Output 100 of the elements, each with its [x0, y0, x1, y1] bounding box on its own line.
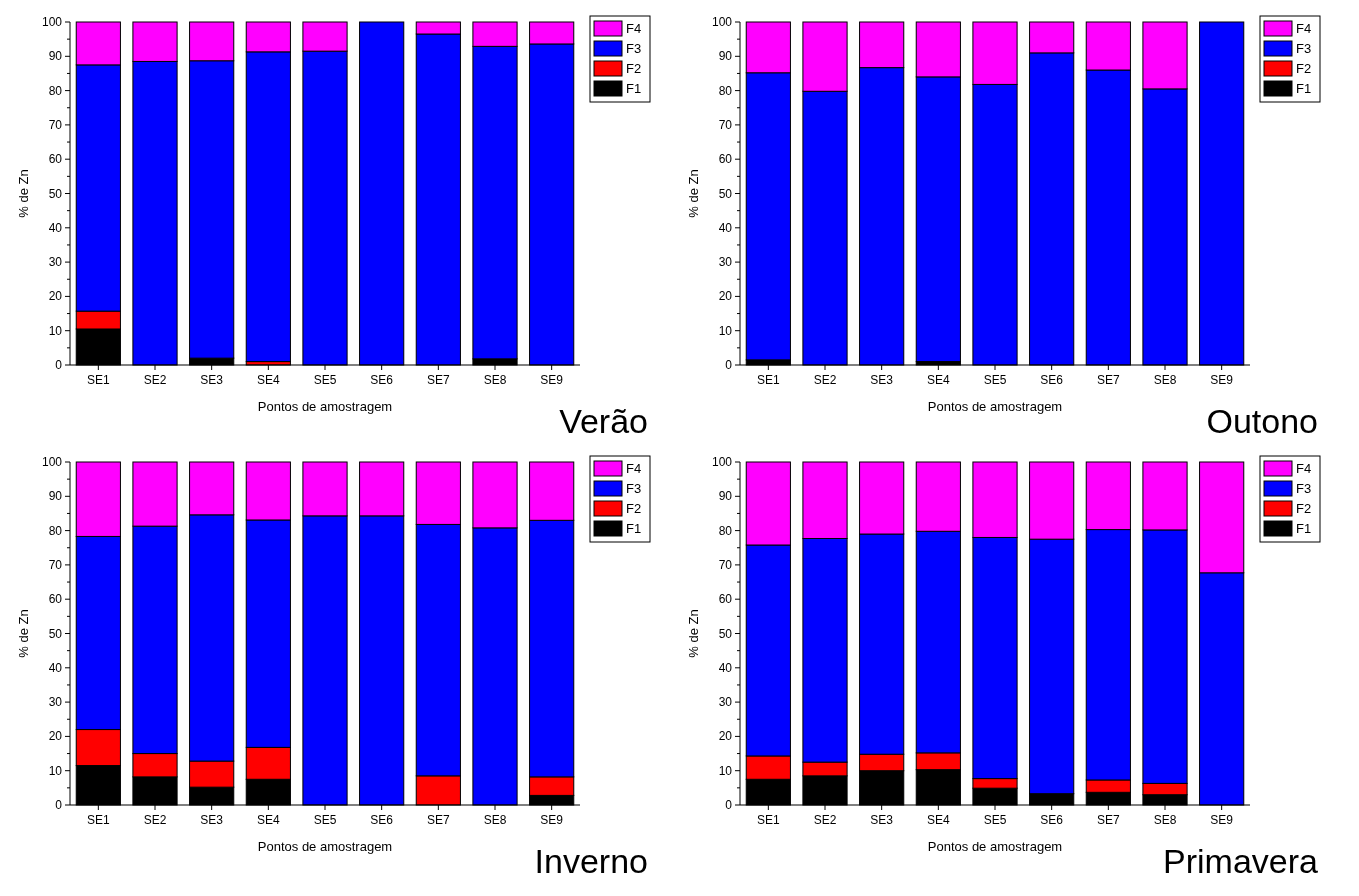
y-tick-label: 0	[725, 798, 733, 812]
y-tick-label: 70	[718, 557, 733, 572]
x-tick-label: SE2	[143, 373, 167, 387]
x-tick-label: SE4	[926, 813, 950, 827]
x-tick-label: SE5	[313, 373, 337, 387]
legend-label: F1	[1296, 521, 1312, 536]
y-tick-label: 40	[48, 660, 63, 675]
x-tick-label: SE5	[983, 373, 1007, 387]
y-tick-label: 80	[718, 523, 733, 538]
y-tick-label: 90	[48, 49, 63, 64]
y-tick-label: 40	[718, 220, 733, 235]
legend-label: F1	[1296, 81, 1312, 96]
text: Verão	[559, 402, 648, 440]
y-tick-label: 100	[711, 455, 733, 469]
x-tick-label: SE3	[870, 813, 894, 827]
y-tick-label: 60	[718, 152, 733, 167]
y-tick-label: 30	[718, 695, 733, 710]
legend-label: F3	[626, 481, 642, 496]
y-axis-title: % de Zn	[686, 609, 701, 658]
x-axis-title: Pontos de amostragem	[257, 399, 393, 414]
x-tick-label: SE8	[483, 373, 507, 387]
y-tick-label: 10	[48, 323, 63, 338]
legend-label: F4	[626, 21, 642, 36]
x-tick-label: SE2	[143, 813, 167, 827]
y-axis-title: % de Zn	[16, 169, 31, 218]
y-tick-label: 20	[718, 729, 733, 744]
legend-label: F2	[626, 61, 642, 76]
y-axis-title: % de Zn	[16, 609, 31, 658]
x-tick-label: SE9	[540, 813, 564, 827]
legend-label: F1	[626, 81, 642, 96]
y-tick-label: 60	[48, 592, 63, 607]
x-tick-label: SE6	[1040, 373, 1064, 387]
text: Outono	[1206, 402, 1318, 440]
y-tick-label: 90	[48, 489, 63, 504]
x-tick-label: SE4	[256, 813, 280, 827]
x-tick-label: SE1	[86, 813, 110, 827]
y-tick-label: 80	[48, 83, 63, 98]
legend-label: F3	[1296, 481, 1312, 496]
x-tick-label: SE4	[256, 373, 280, 387]
x-tick-label: SE8	[1153, 373, 1177, 387]
y-axis-title: % de Zn	[686, 169, 701, 218]
y-tick-label: 90	[718, 49, 733, 64]
y-tick-label: 10	[48, 763, 63, 778]
y-tick-label: 80	[718, 83, 733, 98]
x-axis-title: Pontos de amostragem	[927, 399, 1063, 414]
legend-label: F3	[1296, 41, 1312, 56]
text: Inverno	[534, 842, 648, 880]
y-tick-label: 70	[48, 557, 63, 572]
y-tick-label: 30	[48, 255, 63, 270]
y-tick-label: 100	[41, 455, 63, 469]
x-tick-label: SE4	[926, 373, 950, 387]
text: Primavera	[1163, 842, 1319, 880]
y-tick-label: 20	[48, 729, 63, 744]
y-tick-label: 60	[48, 152, 63, 167]
y-tick-label: 50	[48, 626, 63, 641]
x-tick-label: SE6	[370, 813, 394, 827]
y-tick-label: 20	[48, 289, 63, 304]
x-tick-label: SE8	[1153, 813, 1177, 827]
x-tick-label: SE7	[426, 813, 450, 827]
y-tick-label: 0	[55, 358, 63, 372]
legend-label: F4	[1296, 21, 1312, 36]
y-tick-label: 90	[718, 489, 733, 504]
y-tick-label: 70	[718, 117, 733, 132]
y-tick-label: 50	[48, 186, 63, 201]
y-tick-label: 70	[48, 117, 63, 132]
y-tick-label: 40	[718, 660, 733, 675]
y-tick-label: 10	[718, 763, 733, 778]
x-tick-label: SE1	[756, 373, 780, 387]
x-tick-label: SE5	[313, 813, 337, 827]
legend-label: F3	[626, 41, 642, 56]
y-tick-label: 10	[718, 323, 733, 338]
x-axis-title: Pontos de amostragem	[927, 839, 1063, 854]
y-tick-label: 50	[718, 186, 733, 201]
x-tick-label: SE3	[200, 813, 224, 827]
x-tick-label: SE2	[813, 373, 837, 387]
y-tick-label: 20	[718, 289, 733, 304]
legend-label: F2	[626, 501, 642, 516]
x-tick-label: SE6	[1040, 813, 1064, 827]
x-tick-label: SE9	[1210, 813, 1234, 827]
x-tick-label: SE2	[813, 813, 837, 827]
legend-label: F1	[626, 521, 642, 536]
x-tick-label: SE7	[426, 373, 450, 387]
y-tick-label: 40	[48, 220, 63, 235]
x-tick-label: SE1	[756, 813, 780, 827]
x-tick-label: SE5	[983, 813, 1007, 827]
y-tick-label: 30	[718, 255, 733, 270]
x-tick-label: SE7	[1096, 373, 1120, 387]
y-tick-label: 30	[48, 695, 63, 710]
legend-label: F2	[1296, 61, 1312, 76]
x-tick-label: SE8	[483, 813, 507, 827]
y-tick-label: 100	[41, 15, 63, 29]
x-tick-label: SE1	[86, 373, 110, 387]
x-tick-label: SE3	[870, 373, 894, 387]
x-axis-title: Pontos de amostragem	[257, 839, 393, 854]
y-tick-label: 0	[725, 358, 733, 372]
x-tick-label: SE9	[1210, 373, 1234, 387]
x-tick-label: SE6	[370, 373, 394, 387]
y-tick-label: 100	[711, 15, 733, 29]
x-tick-label: SE3	[200, 373, 224, 387]
legend-label: F4	[1296, 461, 1312, 476]
